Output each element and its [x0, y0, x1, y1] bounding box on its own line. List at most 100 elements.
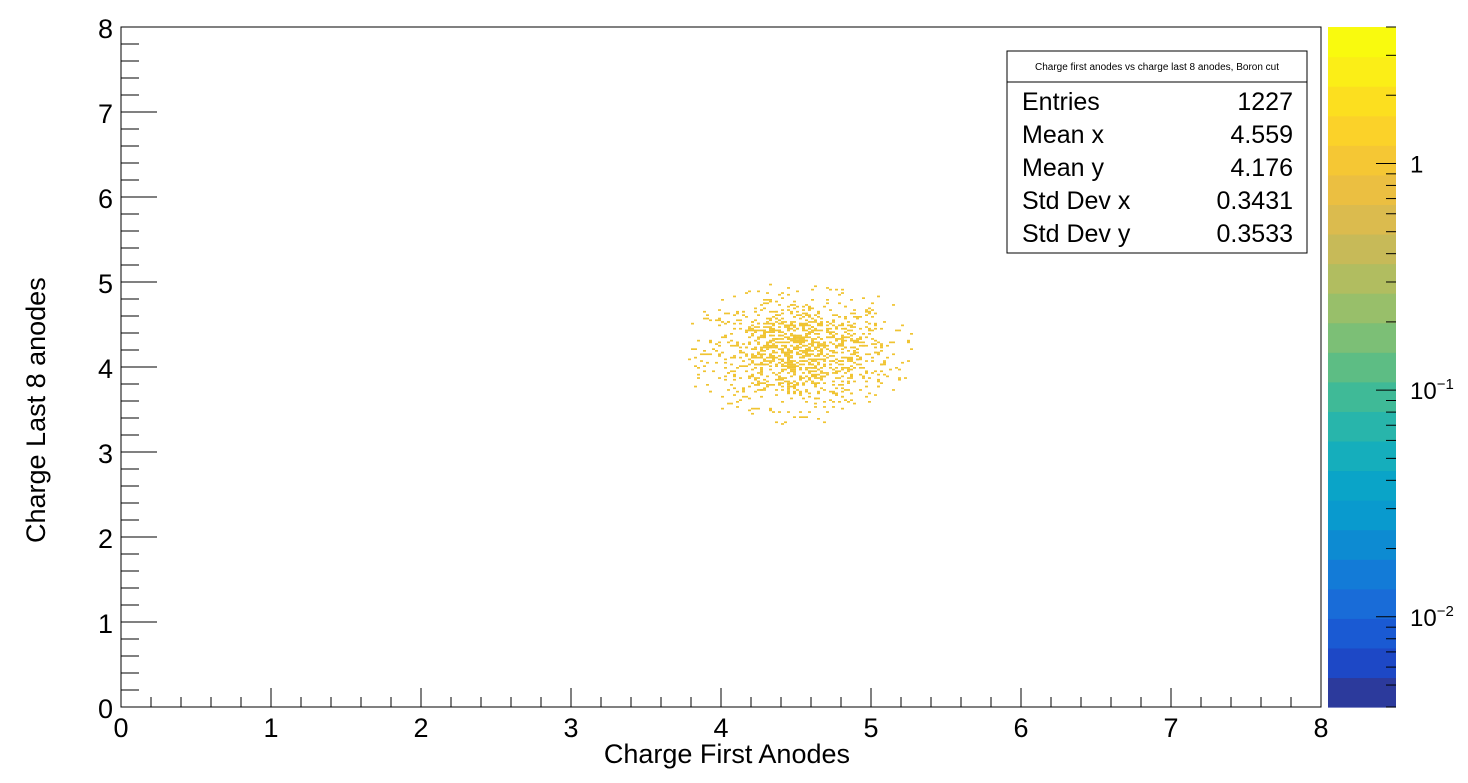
- colorbar-band: [1328, 677, 1396, 708]
- bin-cell: [862, 341, 865, 344]
- bin-cell: [844, 367, 847, 369]
- bin-cell: [733, 327, 736, 330]
- bin-cell: [787, 390, 790, 393]
- bin-cell: [835, 351, 838, 354]
- bin-cell: [826, 353, 829, 356]
- bin-cell: [793, 365, 796, 367]
- bin-cell: [826, 348, 829, 350]
- bin-cell: [859, 344, 862, 347]
- bin-cell: [760, 370, 763, 373]
- bin-cell: [817, 350, 820, 352]
- bin-cell: [745, 331, 748, 333]
- bin-cell: [814, 319, 817, 322]
- bin-cell: [793, 304, 796, 306]
- bin-cell: [787, 387, 790, 390]
- bin-cell: [706, 384, 709, 386]
- bin-cell: [784, 333, 787, 335]
- bin-cell: [796, 351, 799, 354]
- bin-cell: [799, 336, 802, 339]
- bin-cell: [835, 394, 838, 396]
- bin-cell: [793, 336, 796, 339]
- bins-layer: [688, 283, 913, 425]
- bin-cell: [814, 375, 817, 378]
- bin-cell: [793, 416, 796, 418]
- bin-cell: [811, 338, 814, 340]
- bin-cell: [769, 361, 772, 364]
- bin-cell: [796, 384, 799, 386]
- bin-cell: [814, 338, 817, 340]
- bin-cell: [790, 310, 793, 313]
- bin-cell: [799, 367, 802, 369]
- bin-cell: [748, 336, 751, 339]
- bin-cell: [757, 353, 760, 356]
- bin-cell: [853, 353, 856, 356]
- bin-cell: [805, 360, 808, 362]
- bin-cell: [769, 344, 772, 347]
- bin-cell: [808, 372, 811, 374]
- bin-cell: [757, 389, 760, 391]
- colorbar-band: [1328, 233, 1396, 265]
- bin-cell: [775, 356, 778, 359]
- bin-cell: [808, 353, 811, 356]
- bin-cell: [775, 378, 778, 381]
- bin-cell: [856, 358, 859, 361]
- bin-cell: [754, 319, 757, 322]
- bin-cell: [820, 329, 823, 332]
- bin-cell: [760, 336, 763, 339]
- bin-cell: [832, 390, 835, 393]
- bin-cell: [826, 344, 829, 347]
- bin-cell: [844, 327, 847, 330]
- bin-cell: [706, 317, 709, 320]
- bin-cell: [757, 363, 760, 366]
- bin-cell: [805, 380, 808, 383]
- bin-cell: [868, 327, 871, 330]
- bin-cell: [787, 358, 790, 361]
- bin-cell: [793, 348, 796, 350]
- bin-cell: [697, 339, 700, 342]
- bin-cell: [859, 327, 862, 330]
- bin-cell: [730, 384, 733, 386]
- colorbar-tick-label: 10−2: [1410, 603, 1454, 632]
- bin-cell: [787, 380, 790, 383]
- y-tick-label: 2: [98, 524, 113, 554]
- bin-cell: [835, 288, 838, 291]
- bin-cell: [793, 339, 796, 342]
- bin-cell: [862, 375, 865, 378]
- bin-cell: [910, 348, 913, 350]
- bin-cell: [817, 418, 820, 420]
- bin-cell: [802, 326, 805, 328]
- bin-cell: [754, 329, 757, 332]
- bin-cell: [760, 367, 763, 369]
- bin-cell: [874, 339, 877, 342]
- bin-cell: [793, 341, 796, 344]
- bin-cell: [850, 353, 853, 356]
- bin-cell: [832, 368, 835, 371]
- bin-cell: [751, 353, 754, 356]
- bin-cell: [856, 363, 859, 366]
- bin-cell: [748, 290, 751, 293]
- bin-cell: [772, 344, 775, 347]
- bin-cell: [781, 331, 784, 333]
- bin-cell: [784, 361, 787, 364]
- bin-cell: [751, 355, 754, 357]
- bin-cell: [769, 326, 772, 328]
- bin-cell: [790, 382, 793, 384]
- bin-cell: [856, 339, 859, 342]
- bin-cell: [865, 310, 868, 313]
- bin-cell: [772, 339, 775, 342]
- bin-cell: [832, 331, 835, 333]
- bin-cell: [811, 382, 814, 384]
- bin-cell: [841, 356, 844, 359]
- bin-cell: [808, 316, 811, 318]
- bin-cell: [787, 351, 790, 354]
- bin-cell: [844, 389, 847, 391]
- bin-cell: [787, 372, 790, 374]
- bin-cell: [838, 360, 841, 362]
- bin-cell: [880, 346, 883, 349]
- bin-cell: [793, 368, 796, 371]
- bin-cell: [772, 351, 775, 354]
- bin-cell: [832, 336, 835, 339]
- bin-cell: [802, 338, 805, 340]
- bin-cell: [817, 373, 820, 376]
- bin-cell: [781, 312, 784, 315]
